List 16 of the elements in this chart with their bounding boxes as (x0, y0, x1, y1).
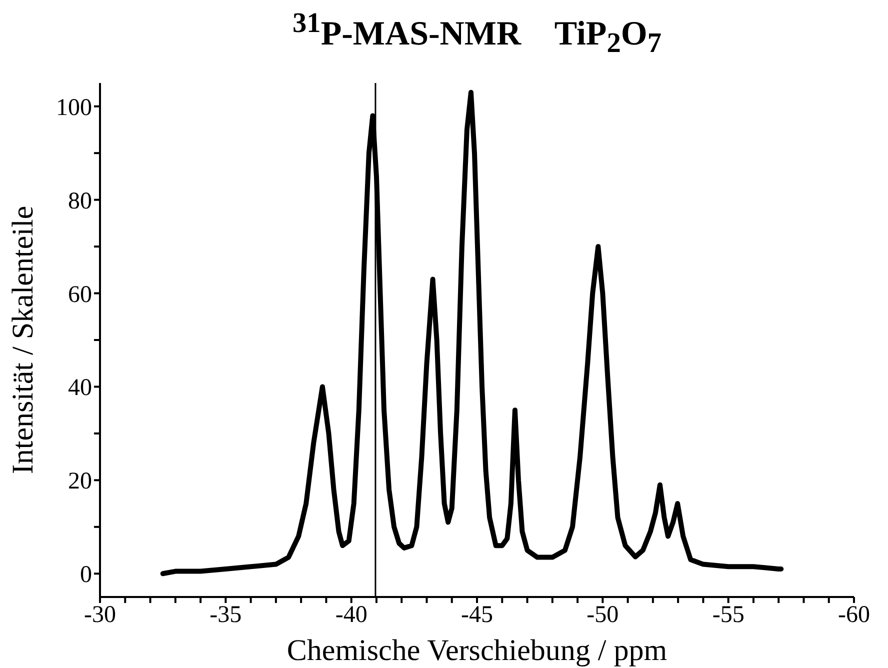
y-tick-label: 40 (68, 375, 92, 402)
x-tick-label: -55 (712, 602, 744, 628)
x-tick-label: -45 (461, 602, 493, 628)
x-tick-label: -50 (586, 602, 619, 628)
y-axis-title: Intensität / Skalenteile (6, 206, 40, 474)
y-tick-label: 20 (68, 468, 92, 495)
y-tick-label: 60 (68, 282, 92, 308)
x-tick-label: -35 (210, 602, 242, 628)
x-tick-label: -60 (838, 602, 870, 628)
x-axis-title: Chemische Verschiebung / ppm (286, 634, 668, 667)
x-tick-label: -30 (84, 602, 116, 628)
x-tick-label: -40 (335, 602, 368, 628)
y-tick-label: 100 (56, 94, 92, 121)
y-tick-label: 0 (80, 562, 92, 588)
chart-title: $^{31}$P-MAS-NMR TiP$_{2}$O$_{7}$ (292, 8, 662, 60)
y-tick-label: 80 (68, 188, 92, 214)
